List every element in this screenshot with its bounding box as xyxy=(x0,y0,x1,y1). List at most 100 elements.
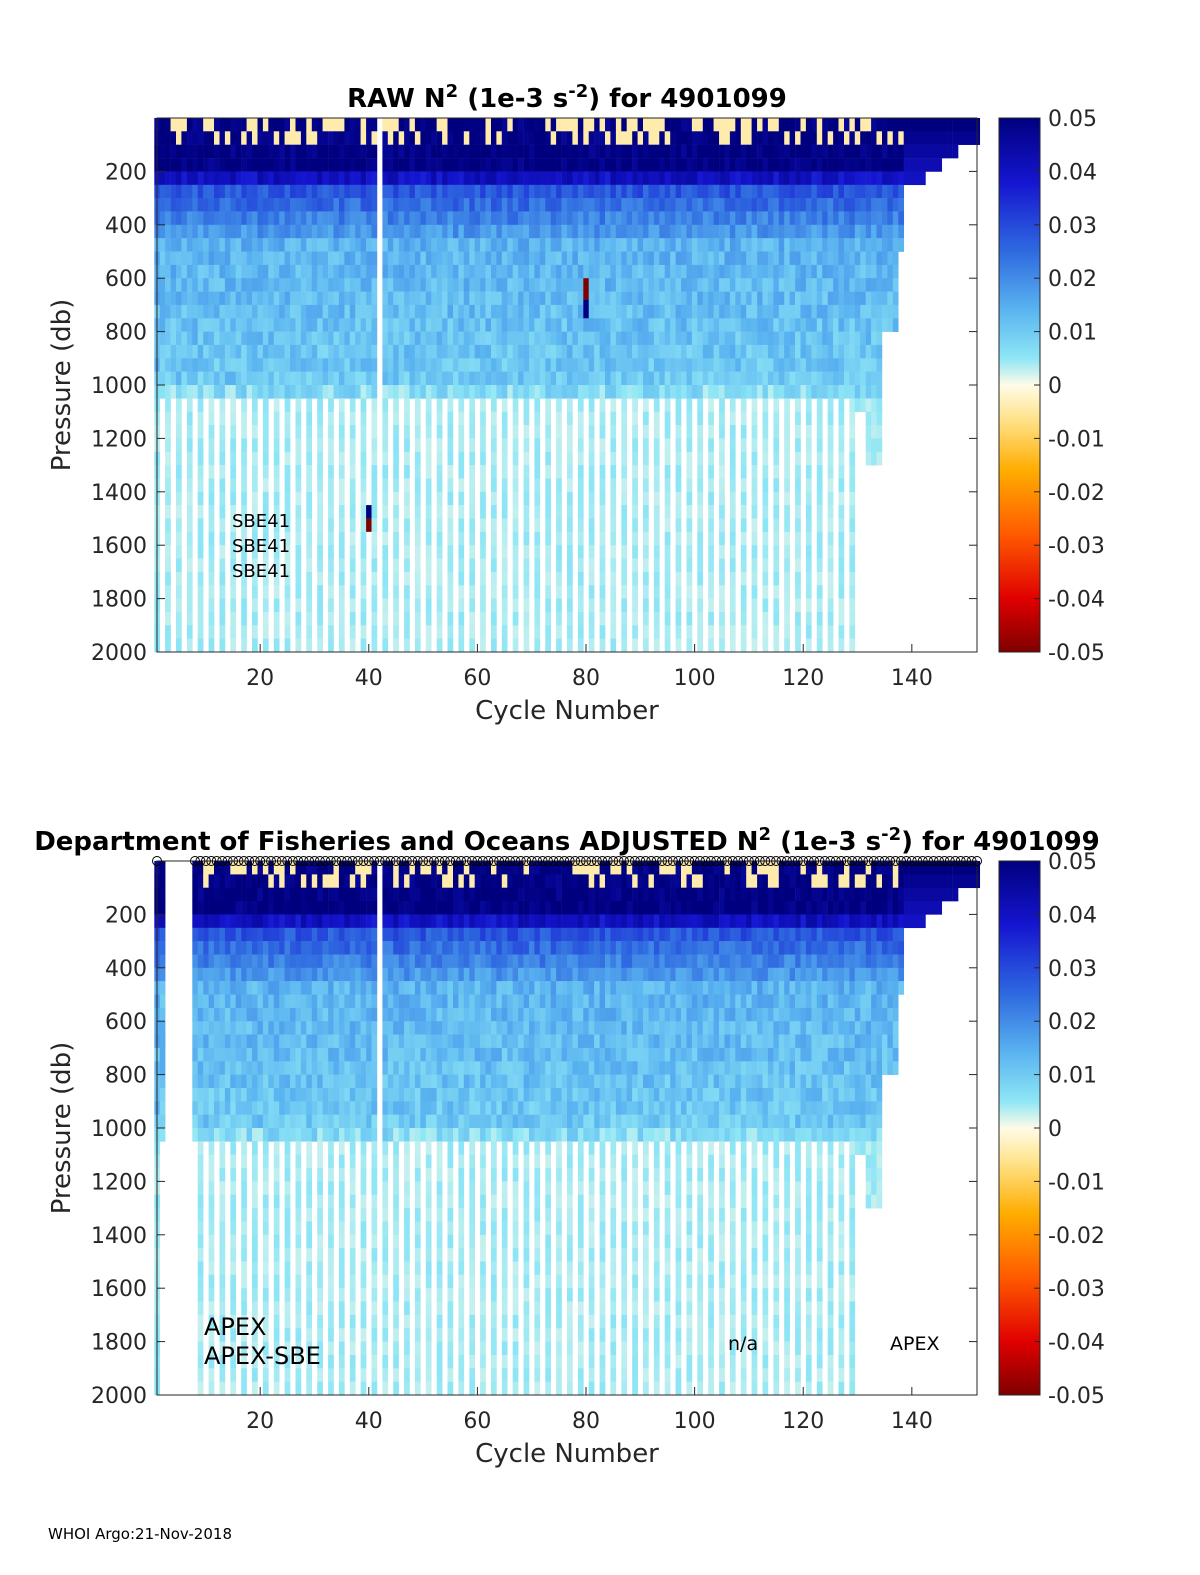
heatmap-cell xyxy=(713,278,720,292)
heatmap-cell xyxy=(371,184,378,199)
heatmap-cell xyxy=(306,1114,313,1129)
heatmap-cell xyxy=(892,158,899,172)
heatmap-cell xyxy=(757,304,763,319)
heatmap-cell xyxy=(197,158,204,172)
heatmap-cell xyxy=(458,224,465,239)
heatmap-cell xyxy=(219,1301,226,1316)
heatmap-cell xyxy=(295,954,302,969)
heatmap-cell xyxy=(425,344,432,359)
heatmap-cell xyxy=(273,1314,280,1329)
heatmap-cell xyxy=(588,612,595,626)
heatmap-cell xyxy=(816,264,823,279)
heatmap-cell xyxy=(512,518,519,533)
heatmap-cell xyxy=(681,224,687,239)
heatmap-cell xyxy=(257,224,264,239)
heatmap-cell xyxy=(594,331,600,346)
heatmap-cell xyxy=(882,251,888,266)
heatmap-cell xyxy=(333,211,340,226)
heatmap-cell xyxy=(322,211,329,226)
heatmap-cell xyxy=(409,171,416,186)
heatmap-cell xyxy=(241,238,247,252)
heatmap-cell xyxy=(838,251,845,266)
heatmap-cell xyxy=(246,171,253,186)
heatmap-cell xyxy=(664,491,671,506)
heatmap-cell xyxy=(583,158,590,172)
heatmap-cell xyxy=(246,967,253,982)
heatmap-cell xyxy=(708,304,714,319)
heatmap-cell xyxy=(664,598,671,613)
heatmap-cell xyxy=(230,385,237,399)
heatmap-cell xyxy=(230,1341,237,1356)
heatmap-cell xyxy=(681,304,687,319)
heatmap-cell xyxy=(496,304,503,319)
heatmap-cell xyxy=(664,398,671,413)
heatmap-cell xyxy=(632,278,638,292)
heatmap-cell xyxy=(702,184,709,199)
heatmap-cell xyxy=(458,291,465,306)
heatmap-cell xyxy=(463,371,470,386)
heatmap-cell xyxy=(186,465,193,479)
heatmap-cell xyxy=(224,901,231,915)
heatmap-cell xyxy=(496,291,503,306)
heatmap-cell xyxy=(534,291,541,306)
heatmap-cell xyxy=(909,131,915,145)
heatmap-cell xyxy=(241,967,247,982)
heatmap-cell xyxy=(203,1088,209,1102)
heatmap-cell xyxy=(404,278,410,292)
heatmap-cell xyxy=(664,612,671,626)
heatmap-cell xyxy=(610,585,617,599)
heatmap-cell xyxy=(458,478,465,493)
heatmap-cell xyxy=(322,131,329,145)
heatmap-cell xyxy=(262,1328,269,1342)
heatmap-cell xyxy=(208,994,215,1009)
heatmap-cell xyxy=(816,625,823,639)
heatmap-cell xyxy=(757,184,763,199)
heatmap-cell xyxy=(328,398,334,413)
heatmap-cell xyxy=(197,1181,204,1196)
heatmap-cell xyxy=(224,224,231,239)
heatmap-cell xyxy=(697,238,704,252)
heatmap-cell xyxy=(827,171,834,186)
heatmap-cell xyxy=(420,131,427,145)
heatmap-cell xyxy=(485,358,492,372)
heatmap-cell xyxy=(805,411,812,426)
heatmap-cell xyxy=(203,927,209,942)
heatmap-cell xyxy=(708,505,714,519)
heatmap-cell xyxy=(480,558,486,573)
heatmap-cell xyxy=(398,358,405,372)
heatmap-cell xyxy=(719,478,725,493)
heatmap-cell xyxy=(729,411,736,426)
heatmap-cell xyxy=(235,981,242,995)
heatmap-cell xyxy=(838,598,845,613)
heatmap-cell xyxy=(349,184,356,199)
heatmap-cell xyxy=(463,304,470,319)
heatmap-cell xyxy=(214,131,220,145)
heatmap-cell xyxy=(262,198,269,212)
heatmap-cell xyxy=(159,385,166,399)
heatmap-cell xyxy=(686,238,693,252)
heatmap-cell xyxy=(214,171,220,186)
heatmap-cell xyxy=(920,158,926,172)
heatmap-cell xyxy=(610,144,617,159)
heatmap-cell xyxy=(300,211,307,226)
heatmap-cell xyxy=(529,251,535,266)
heatmap-cell xyxy=(349,144,356,159)
heatmap-cell xyxy=(453,371,459,386)
heatmap-cell xyxy=(670,211,676,226)
heatmap-cell xyxy=(539,184,546,199)
heatmap-cell xyxy=(643,251,649,266)
heatmap-cell xyxy=(827,558,834,573)
heatmap-cell xyxy=(702,251,709,266)
heatmap-cell xyxy=(740,318,747,332)
heatmap-cell xyxy=(431,131,437,145)
heatmap-cell xyxy=(762,531,769,546)
heatmap-cell xyxy=(854,144,861,159)
heatmap-cell xyxy=(208,398,215,413)
heatmap-cell xyxy=(208,291,215,306)
heatmap-cell xyxy=(268,967,275,982)
heatmap-cell xyxy=(724,318,731,332)
heatmap-cell xyxy=(295,304,302,319)
heatmap-cell xyxy=(697,251,704,266)
heatmap-cell xyxy=(257,981,264,995)
heatmap-cell xyxy=(670,385,676,399)
